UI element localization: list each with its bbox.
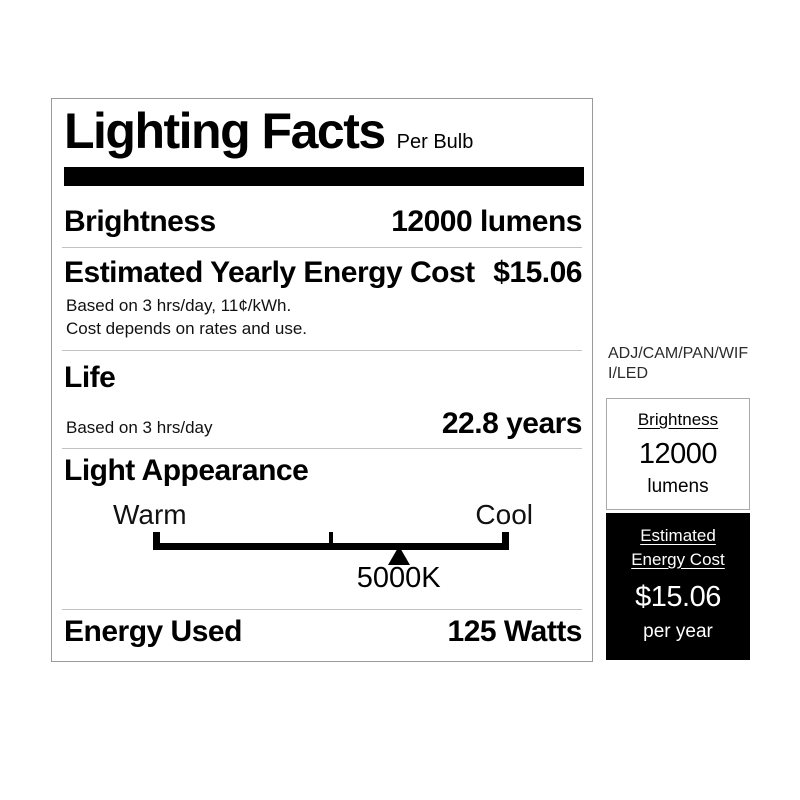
cool-label: Cool bbox=[475, 499, 533, 530]
scale-right-tick bbox=[502, 532, 509, 550]
brightness-card-title: Brightness bbox=[637, 410, 719, 429]
brightness-label: Brightness bbox=[64, 205, 216, 238]
energy-cost-note-line2: Cost depends on rates and use. bbox=[66, 318, 307, 338]
scale-mid-tick bbox=[329, 532, 333, 550]
brightness-value: 12000 lumens bbox=[391, 205, 582, 238]
label-title: Lighting Facts bbox=[64, 103, 386, 159]
life-row: Based on 3 hrs/day 22.8 years bbox=[66, 407, 583, 440]
energy-cost-card: Estimated Energy Cost $15.06 per year bbox=[606, 513, 750, 660]
brightness-card: Brightness 12000 lumens bbox=[606, 398, 750, 510]
scale-marker-lane bbox=[153, 546, 509, 566]
lighting-facts-label: Lighting Facts Per Bulb Brightness 12000… bbox=[51, 98, 593, 662]
brightness-card-value: 12000 bbox=[638, 437, 718, 470]
energy-cost-note-line1: Based on 3 hrs/day, 11¢/kWh. bbox=[66, 296, 292, 315]
product-model-text: ADJ/CAM/PAN/WIF I/LED bbox=[608, 345, 749, 382]
energy-cost-card-title: Estimated Energy Cost bbox=[631, 526, 725, 569]
temperature-marker-triangle bbox=[387, 546, 410, 565]
header-rule-bar bbox=[64, 167, 584, 186]
color-temperature-scale bbox=[153, 532, 509, 550]
brightness-row: Brightness 12000 lumens bbox=[64, 205, 582, 238]
divider bbox=[62, 448, 582, 449]
brightness-card-unit: lumens bbox=[647, 476, 709, 498]
energy-cost-value: $15.06 bbox=[493, 256, 582, 289]
energy-cost-card-value: $15.06 bbox=[635, 580, 721, 613]
warm-label: Warm bbox=[113, 499, 187, 530]
life-heading: Life bbox=[64, 361, 116, 394]
divider bbox=[62, 609, 582, 610]
energy-cost-row: Estimated Yearly Energy Cost $15.06 bbox=[64, 256, 582, 289]
light-appearance-heading: Light Appearance bbox=[64, 454, 309, 487]
scale-left-tick bbox=[153, 532, 160, 550]
energy-cost-card-unit: per year bbox=[643, 620, 713, 642]
life-value: 22.8 years bbox=[441, 407, 583, 440]
energy-cost-note: Based on 3 hrs/day, 11¢/kWh. Cost depend… bbox=[66, 295, 582, 341]
kelvin-label-lane: 5000K bbox=[153, 562, 509, 597]
energy-cost-label: Estimated Yearly Energy Cost bbox=[64, 256, 475, 289]
warm-cool-row: Warm Cool bbox=[113, 499, 533, 531]
label-header: Lighting Facts Per Bulb bbox=[64, 103, 582, 161]
divider bbox=[62, 247, 582, 248]
energy-used-row: Energy Used 125 Watts bbox=[64, 615, 583, 648]
energy-used-value: 125 Watts bbox=[447, 615, 583, 648]
kelvin-value: 5000K bbox=[356, 562, 441, 594]
divider bbox=[62, 350, 582, 351]
life-basis: Based on 3 hrs/day bbox=[66, 418, 213, 437]
energy-used-label: Energy Used bbox=[64, 615, 242, 648]
scale-bar bbox=[153, 543, 509, 550]
label-subtitle: Per Bulb bbox=[396, 131, 474, 153]
